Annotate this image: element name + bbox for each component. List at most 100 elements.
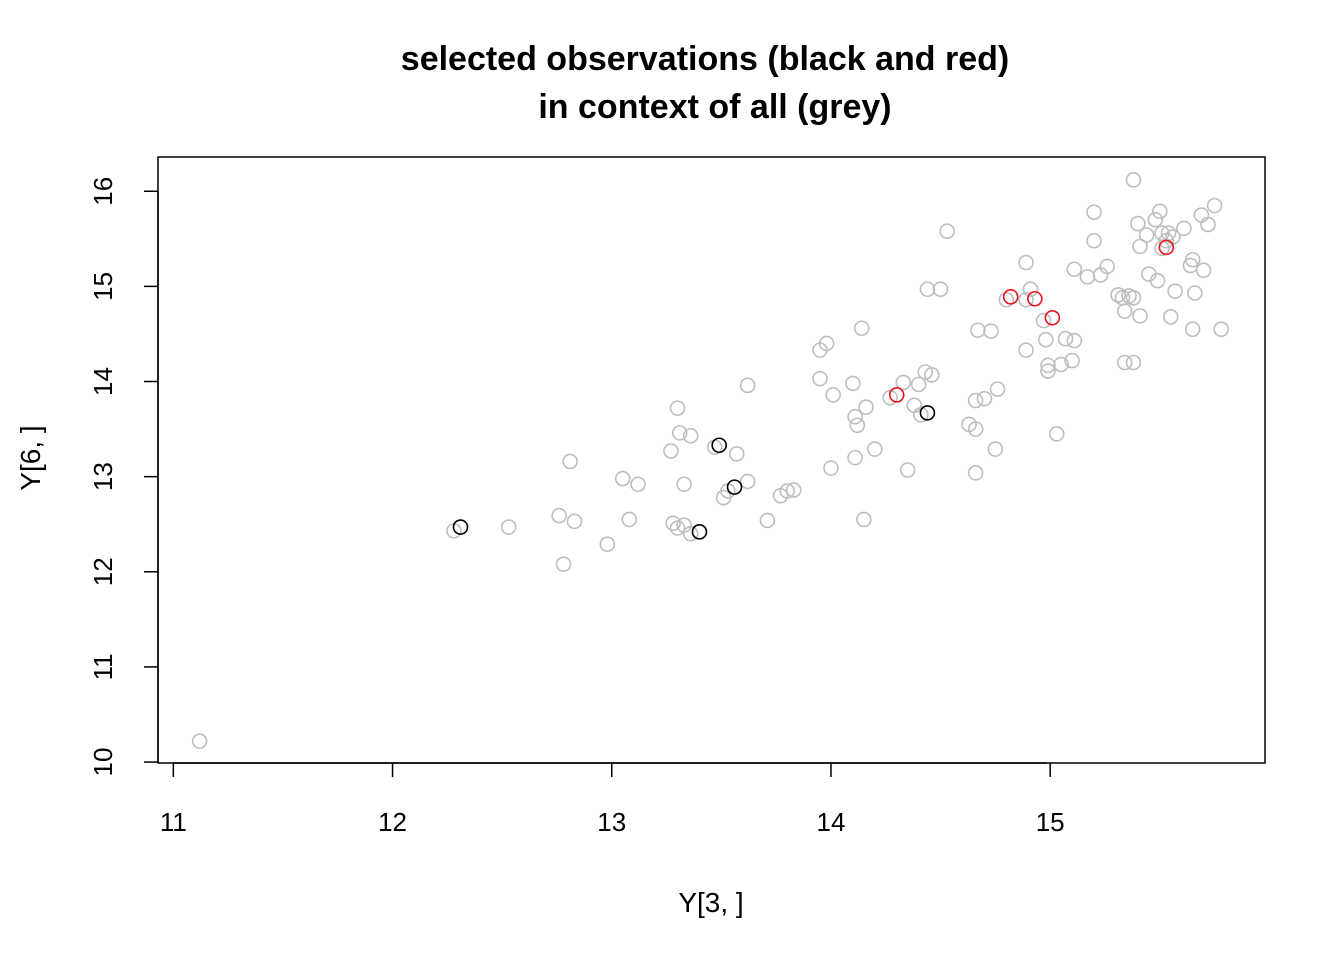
grey-point [1053, 356, 1069, 373]
grey-point [970, 322, 986, 338]
grey-point [1079, 269, 1096, 285]
grey-point [1151, 203, 1168, 220]
grey-point [1125, 289, 1142, 306]
grey-point [739, 377, 756, 394]
grey-point [867, 441, 883, 457]
grey-point [665, 515, 681, 532]
grey-point [1086, 204, 1102, 220]
grey-point [1086, 232, 1102, 249]
grey-point [682, 427, 699, 444]
x-tick-label: 12 [378, 807, 407, 837]
grey-point [939, 223, 955, 240]
grey-point [728, 446, 745, 462]
grey-point [1132, 238, 1148, 255]
grey-point [1110, 287, 1126, 303]
grey-point [551, 507, 567, 524]
grey-point [823, 460, 839, 476]
grey-point [1130, 215, 1146, 232]
grey-point [759, 512, 776, 529]
grey-point [1035, 312, 1052, 329]
grey-point [663, 443, 679, 459]
x-axis-label: Y[3, ] [678, 887, 743, 918]
black-point [452, 519, 469, 535]
red-point [888, 387, 905, 403]
grey-point [924, 367, 940, 383]
y-axis-ticks: 10 11 12 13 14 15 16 [88, 177, 158, 777]
red-point [1002, 289, 1019, 305]
y-tick-label: 15 [88, 272, 118, 301]
grey-point [500, 519, 517, 535]
grey-point [1162, 309, 1179, 325]
data-points [191, 172, 1229, 749]
grey-point [669, 400, 686, 416]
grey-point [1167, 283, 1183, 299]
grey-point [812, 370, 828, 387]
grey-point [1037, 331, 1054, 348]
grey-point [614, 470, 631, 487]
grey-point [1018, 254, 1034, 271]
grey-point [967, 421, 984, 437]
grey-point [1184, 321, 1201, 337]
x-tick-label: 11 [160, 807, 187, 837]
red-point [1044, 309, 1061, 326]
grey-point [562, 453, 578, 470]
grey-point [739, 473, 756, 490]
grey-point [1200, 216, 1216, 233]
grey-point [1125, 172, 1142, 188]
grey-point [899, 462, 916, 478]
grey-point [1022, 281, 1039, 298]
grey-point [682, 525, 699, 542]
grey-point [849, 417, 866, 434]
y-tick-label: 16 [88, 177, 118, 206]
grey-point [853, 320, 870, 337]
grey-point [919, 281, 936, 298]
grey-point [967, 392, 984, 409]
grey-point [913, 407, 929, 423]
grey-point [1147, 211, 1164, 228]
grey-point [1018, 291, 1034, 308]
grey-point [779, 483, 795, 499]
grey-point [785, 482, 802, 498]
y-tick-label: 11 [88, 653, 118, 680]
grey-point [932, 281, 949, 298]
grey-point [818, 335, 835, 352]
grey-point [1040, 363, 1056, 379]
grey-point [1213, 321, 1229, 337]
grey-point [1132, 308, 1148, 324]
chart-title-line-2: in context of all (grey) [538, 88, 891, 126]
grey-point [1195, 262, 1212, 279]
y-tick-label: 12 [88, 557, 118, 586]
grey-point [1184, 251, 1201, 268]
grey-point [1187, 285, 1203, 301]
grey-point [998, 291, 1015, 308]
x-axis-ticks: 11 12 13 14 15 [160, 763, 1065, 837]
grey-point [1018, 342, 1034, 358]
grey-point [1048, 426, 1065, 442]
grey-point [1116, 354, 1133, 371]
y-tick-label: 10 [88, 748, 118, 777]
grey-point [1193, 207, 1210, 223]
grey-point [630, 476, 646, 493]
grey-point [1066, 332, 1083, 349]
grey-point [847, 449, 863, 466]
grey-point [671, 425, 688, 441]
grey-point [191, 733, 208, 749]
plot-box [157, 156, 1266, 764]
grey-point [906, 397, 923, 414]
grey-point [858, 399, 874, 416]
grey-point [1149, 272, 1166, 289]
grey-point [983, 323, 999, 339]
black-point [919, 405, 936, 421]
black-point [726, 479, 743, 495]
grey-point [910, 376, 927, 393]
y-tick-label: 14 [88, 367, 118, 396]
y-axis-label: Y[6, ] [15, 425, 46, 490]
grey-point [676, 476, 692, 493]
grey-point [621, 511, 638, 528]
grey-point [566, 513, 583, 530]
chart-title-line-1: selected observations (black and red) [401, 40, 1009, 78]
grey-point [599, 536, 616, 552]
grey-point [1064, 352, 1080, 369]
x-tick-label: 13 [597, 807, 626, 837]
